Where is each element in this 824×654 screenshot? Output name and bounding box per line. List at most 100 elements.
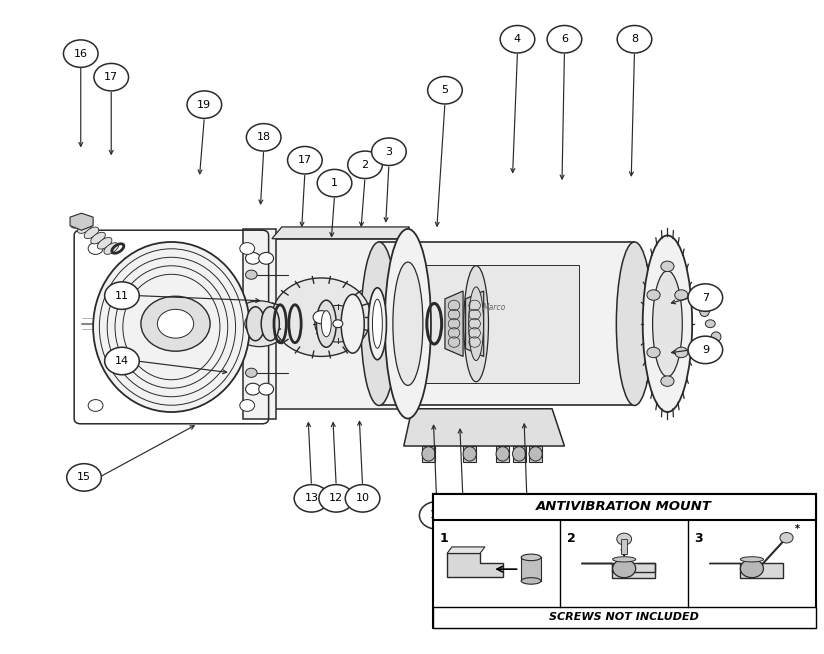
Circle shape (246, 270, 257, 279)
Polygon shape (447, 547, 485, 553)
Text: 11: 11 (115, 290, 129, 301)
Circle shape (372, 138, 406, 165)
Bar (387, 265, 578, 383)
Circle shape (246, 252, 260, 264)
Circle shape (510, 511, 545, 538)
Circle shape (259, 252, 274, 264)
Ellipse shape (84, 227, 99, 239)
Bar (463, 446, 476, 462)
Bar (379, 242, 634, 405)
Ellipse shape (496, 447, 509, 461)
Circle shape (348, 151, 382, 179)
Circle shape (319, 485, 353, 512)
Bar (529, 446, 542, 462)
Circle shape (675, 347, 688, 358)
Bar (433, 607, 816, 628)
Circle shape (246, 368, 257, 377)
Ellipse shape (513, 447, 526, 461)
Text: 9: 9 (702, 345, 709, 355)
Ellipse shape (71, 216, 86, 228)
Text: 8: 8 (631, 34, 638, 44)
Polygon shape (709, 562, 783, 578)
Ellipse shape (463, 447, 476, 461)
Circle shape (547, 26, 582, 53)
Ellipse shape (740, 557, 763, 562)
Ellipse shape (261, 307, 279, 341)
Text: 12: 12 (329, 493, 344, 504)
Ellipse shape (77, 222, 92, 233)
Text: 2: 2 (567, 532, 576, 545)
Bar (496, 446, 509, 462)
Circle shape (740, 559, 763, 577)
Circle shape (288, 146, 322, 174)
Bar (621, 539, 628, 554)
Ellipse shape (653, 271, 682, 377)
Text: 19: 19 (197, 99, 212, 110)
Circle shape (67, 464, 101, 491)
Circle shape (259, 383, 274, 395)
Bar (433, 494, 816, 520)
Circle shape (661, 261, 674, 271)
Polygon shape (581, 562, 656, 578)
Text: 17: 17 (429, 510, 444, 521)
Circle shape (317, 169, 352, 197)
Ellipse shape (104, 243, 119, 254)
Circle shape (647, 290, 660, 300)
Bar (522, 557, 541, 581)
Ellipse shape (368, 288, 386, 360)
Bar (433, 494, 816, 628)
Circle shape (345, 485, 380, 512)
Ellipse shape (393, 262, 423, 385)
Circle shape (616, 533, 632, 545)
Circle shape (500, 26, 535, 53)
Bar (243, 229, 276, 419)
Circle shape (647, 347, 660, 358)
Ellipse shape (616, 242, 653, 405)
Circle shape (688, 336, 723, 364)
Text: ANTIVIBRATION MOUNT: ANTIVIBRATION MOUNT (536, 500, 712, 513)
Text: Marco: Marco (483, 303, 506, 312)
Circle shape (63, 40, 98, 67)
Circle shape (88, 400, 103, 411)
Text: 3: 3 (695, 532, 703, 545)
Text: *: * (794, 525, 800, 534)
Bar (513, 446, 526, 462)
Circle shape (315, 305, 361, 342)
Circle shape (675, 290, 688, 300)
Text: 5: 5 (442, 85, 448, 95)
Text: 13: 13 (305, 493, 318, 504)
Text: 2: 2 (362, 160, 368, 170)
Circle shape (780, 532, 793, 543)
Text: 6: 6 (561, 34, 568, 44)
Circle shape (428, 77, 462, 104)
Text: 16: 16 (456, 510, 470, 521)
Text: 17: 17 (104, 72, 119, 82)
Ellipse shape (385, 229, 431, 419)
Circle shape (105, 282, 139, 309)
Circle shape (688, 284, 723, 311)
Polygon shape (466, 291, 484, 356)
Circle shape (157, 309, 194, 338)
Circle shape (661, 376, 674, 387)
Ellipse shape (643, 235, 692, 412)
Circle shape (240, 243, 255, 254)
Polygon shape (447, 553, 503, 577)
Ellipse shape (700, 305, 709, 317)
Ellipse shape (529, 447, 542, 461)
Polygon shape (445, 291, 463, 356)
Text: SCREWS NOT INCLUDED: SCREWS NOT INCLUDED (550, 612, 699, 623)
Text: 3: 3 (386, 146, 392, 157)
Text: 4: 4 (514, 34, 521, 44)
Ellipse shape (613, 557, 636, 562)
Circle shape (94, 63, 129, 91)
Circle shape (141, 296, 210, 351)
Ellipse shape (97, 237, 112, 249)
Polygon shape (70, 213, 93, 230)
Circle shape (246, 319, 257, 328)
Circle shape (231, 301, 288, 347)
Ellipse shape (361, 242, 397, 405)
Text: 17: 17 (297, 155, 312, 165)
Circle shape (245, 312, 274, 336)
Polygon shape (404, 409, 564, 446)
Text: 1: 1 (331, 178, 338, 188)
